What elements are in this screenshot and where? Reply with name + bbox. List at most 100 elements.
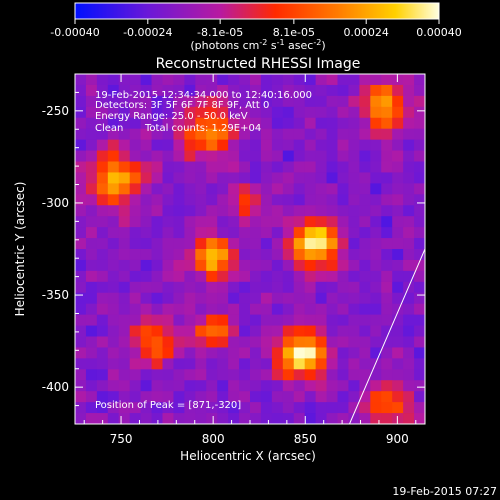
heatmap-cell <box>337 413 349 425</box>
heatmap-cell <box>96 128 109 141</box>
heatmap-cell <box>75 117 87 130</box>
heatmap-cell <box>239 270 251 283</box>
heatmap-cell <box>304 303 317 316</box>
heatmap-cell <box>173 281 185 294</box>
heatmap-cell <box>250 380 262 392</box>
heatmap-cell <box>282 161 295 173</box>
heatmap-cell <box>414 413 426 425</box>
heatmap-cell <box>173 139 185 152</box>
heatmap-cell <box>85 205 98 217</box>
heatmap-cell <box>293 128 306 141</box>
heatmap-cell <box>162 314 174 327</box>
heatmap-cell <box>173 216 185 228</box>
colorbar-tick-label: -8.1e-05 <box>197 26 243 39</box>
heatmap-cell <box>96 74 109 86</box>
heatmap-cell <box>173 402 185 414</box>
heatmap-cell <box>271 183 284 195</box>
heatmap-cell <box>228 281 240 294</box>
heatmap-cell <box>85 281 98 294</box>
heatmap-cell <box>381 227 393 239</box>
heatmap-cell <box>239 413 251 425</box>
heatmap-cell <box>315 95 328 108</box>
heatmap-cell <box>85 161 98 173</box>
heatmap-cell <box>359 402 371 414</box>
heatmap-cell <box>96 413 109 425</box>
heatmap-cell <box>282 238 295 250</box>
heatmap-cell <box>403 95 415 108</box>
heatmap-cell <box>370 292 382 305</box>
heatmap-cell <box>271 292 284 305</box>
heatmap-cell <box>107 347 120 359</box>
heatmap-cell <box>359 194 371 206</box>
heatmap-cell <box>250 281 262 294</box>
heatmap-cell <box>195 391 207 403</box>
heatmap-cell <box>96 183 109 195</box>
heatmap-cell <box>359 117 371 130</box>
heatmap-cell <box>151 216 163 228</box>
heatmap-cell <box>271 216 284 228</box>
heatmap-cell <box>304 249 317 261</box>
heatmap-cell <box>206 205 218 217</box>
heatmap-cell <box>260 413 273 425</box>
heatmap-cell <box>118 172 131 184</box>
heatmap-cell <box>359 95 371 108</box>
heatmap-cell <box>381 347 393 359</box>
heatmap-cell <box>271 380 284 392</box>
limb-line <box>349 248 426 425</box>
heatmap-cell <box>184 369 196 381</box>
heatmap-cell <box>162 205 174 217</box>
heatmap-cell <box>381 413 393 425</box>
heatmap-cell <box>151 259 163 272</box>
heatmap-cell <box>173 413 185 425</box>
heatmap-cell <box>293 216 306 228</box>
heatmap-cell <box>282 249 295 261</box>
heatmap-cell <box>151 84 163 97</box>
heatmap-cell <box>195 358 207 370</box>
heatmap-cell <box>140 227 153 239</box>
heatmap-cell <box>260 172 273 184</box>
heatmap-cell <box>85 106 98 119</box>
heatmap-cell <box>326 369 338 381</box>
heatmap-cell <box>239 402 251 414</box>
heatmap-cell <box>162 74 174 86</box>
heatmap-cell <box>326 270 338 283</box>
heatmap-cell <box>206 227 218 239</box>
heatmap-cell <box>85 117 98 130</box>
heatmap-cell <box>173 336 185 348</box>
heatmap-cell <box>151 380 163 392</box>
heatmap-cell <box>228 303 240 316</box>
heatmap-cell <box>315 128 328 141</box>
heatmap-cell <box>414 314 426 327</box>
heatmap-cell <box>260 194 273 206</box>
heatmap-cell <box>403 402 415 414</box>
heatmap-cell <box>304 194 317 206</box>
heatmap-cell <box>228 139 240 152</box>
heatmap-cell <box>206 380 218 392</box>
heatmap-cell <box>107 413 120 425</box>
heatmap-cell <box>250 270 262 283</box>
heatmap-cell <box>392 391 404 403</box>
heatmap-cell <box>293 74 306 86</box>
heatmap-cell <box>293 183 306 195</box>
heatmap-cell <box>337 358 349 370</box>
heatmap-cell <box>85 128 98 141</box>
heatmap-cell <box>85 369 98 381</box>
heatmap-cell <box>184 205 196 217</box>
counts-text: Total counts: 1.29E+04 <box>144 123 261 134</box>
heatmap-cell <box>85 249 98 261</box>
heatmap-cell <box>293 249 306 261</box>
heatmap-cell <box>271 205 284 217</box>
heatmap-cell <box>184 336 196 348</box>
heatmap-cell <box>348 325 360 337</box>
heatmap-cell <box>392 314 404 327</box>
heatmap-cell <box>206 358 218 370</box>
heatmap-cell <box>271 150 284 162</box>
heatmap-cell <box>96 336 109 348</box>
heatmap-cell <box>206 347 218 359</box>
heatmap-cell <box>217 117 229 130</box>
heatmap-cell <box>250 413 262 425</box>
heatmap-cell <box>85 402 98 414</box>
heatmap-cell <box>414 281 426 294</box>
heatmap-cell <box>206 314 218 327</box>
heatmap-cell <box>129 183 142 195</box>
